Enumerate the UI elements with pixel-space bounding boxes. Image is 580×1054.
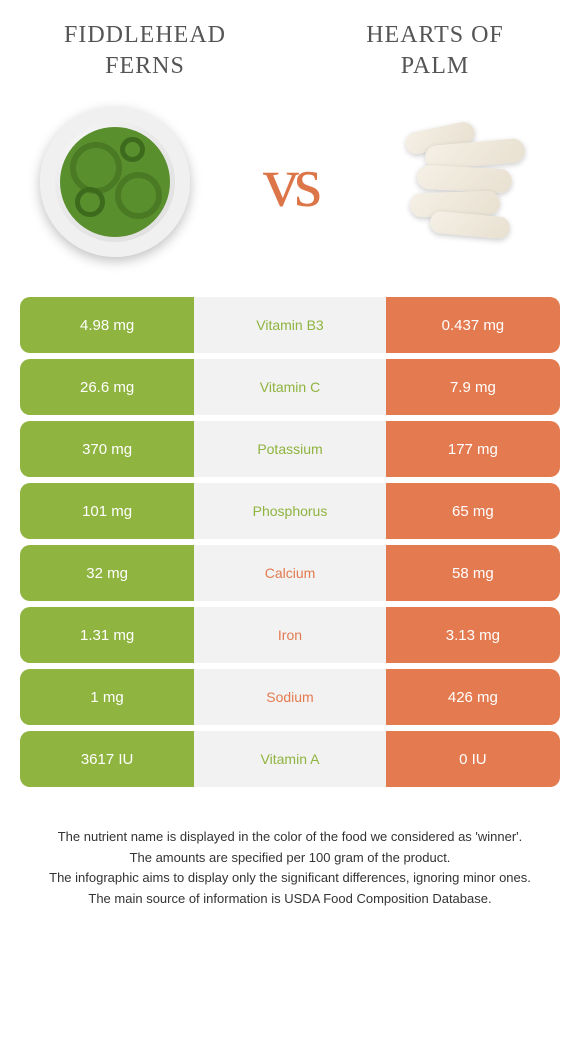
footer-line: The main source of information is USDA F… [25, 889, 555, 909]
cell-left-value: 101 mg [20, 483, 194, 539]
food-image-left [35, 102, 195, 262]
cell-nutrient-name: Phosphorus [194, 483, 386, 539]
cell-left-value: 1 mg [20, 669, 194, 725]
cell-right-value: 0.437 mg [386, 297, 560, 353]
cell-right-value: 0 IU [386, 731, 560, 787]
footer-line: The amounts are specified per 100 gram o… [25, 848, 555, 868]
table-row: 370 mgPotassium177 mg [20, 421, 560, 477]
food-image-right [385, 102, 545, 262]
cell-right-value: 65 mg [386, 483, 560, 539]
cell-nutrient-name: Vitamin C [194, 359, 386, 415]
header: Fiddlehead ferns Hearts of palm [15, 20, 565, 82]
cell-right-value: 426 mg [386, 669, 560, 725]
table-row: 32 mgCalcium58 mg [20, 545, 560, 601]
cell-left-value: 32 mg [20, 545, 194, 601]
images-row: vs [15, 102, 565, 262]
table-row: 3617 IUVitamin A0 IU [20, 731, 560, 787]
cell-left-value: 3617 IU [20, 731, 194, 787]
table-row: 1 mgSodium426 mg [20, 669, 560, 725]
cell-left-value: 4.98 mg [20, 297, 194, 353]
footer-notes: The nutrient name is displayed in the co… [15, 787, 565, 908]
cell-nutrient-name: Vitamin A [194, 731, 386, 787]
food-title-right: Hearts of palm [335, 20, 535, 82]
table-row: 101 mgPhosphorus65 mg [20, 483, 560, 539]
cell-nutrient-name: Sodium [194, 669, 386, 725]
cell-right-value: 3.13 mg [386, 607, 560, 663]
table-row: 26.6 mgVitamin C7.9 mg [20, 359, 560, 415]
cell-right-value: 177 mg [386, 421, 560, 477]
table-row: 4.98 mgVitamin B30.437 mg [20, 297, 560, 353]
vs-label: vs [263, 141, 317, 224]
footer-line: The nutrient name is displayed in the co… [25, 827, 555, 847]
cell-nutrient-name: Vitamin B3 [194, 297, 386, 353]
cell-nutrient-name: Iron [194, 607, 386, 663]
cell-nutrient-name: Calcium [194, 545, 386, 601]
cell-left-value: 1.31 mg [20, 607, 194, 663]
table-row: 1.31 mgIron3.13 mg [20, 607, 560, 663]
cell-right-value: 7.9 mg [386, 359, 560, 415]
comparison-table: 4.98 mgVitamin B30.437 mg26.6 mgVitamin … [15, 297, 565, 787]
footer-line: The infographic aims to display only the… [25, 868, 555, 888]
food-title-left: Fiddlehead ferns [45, 20, 245, 82]
cell-right-value: 58 mg [386, 545, 560, 601]
cell-left-value: 26.6 mg [20, 359, 194, 415]
cell-nutrient-name: Potassium [194, 421, 386, 477]
cell-left-value: 370 mg [20, 421, 194, 477]
